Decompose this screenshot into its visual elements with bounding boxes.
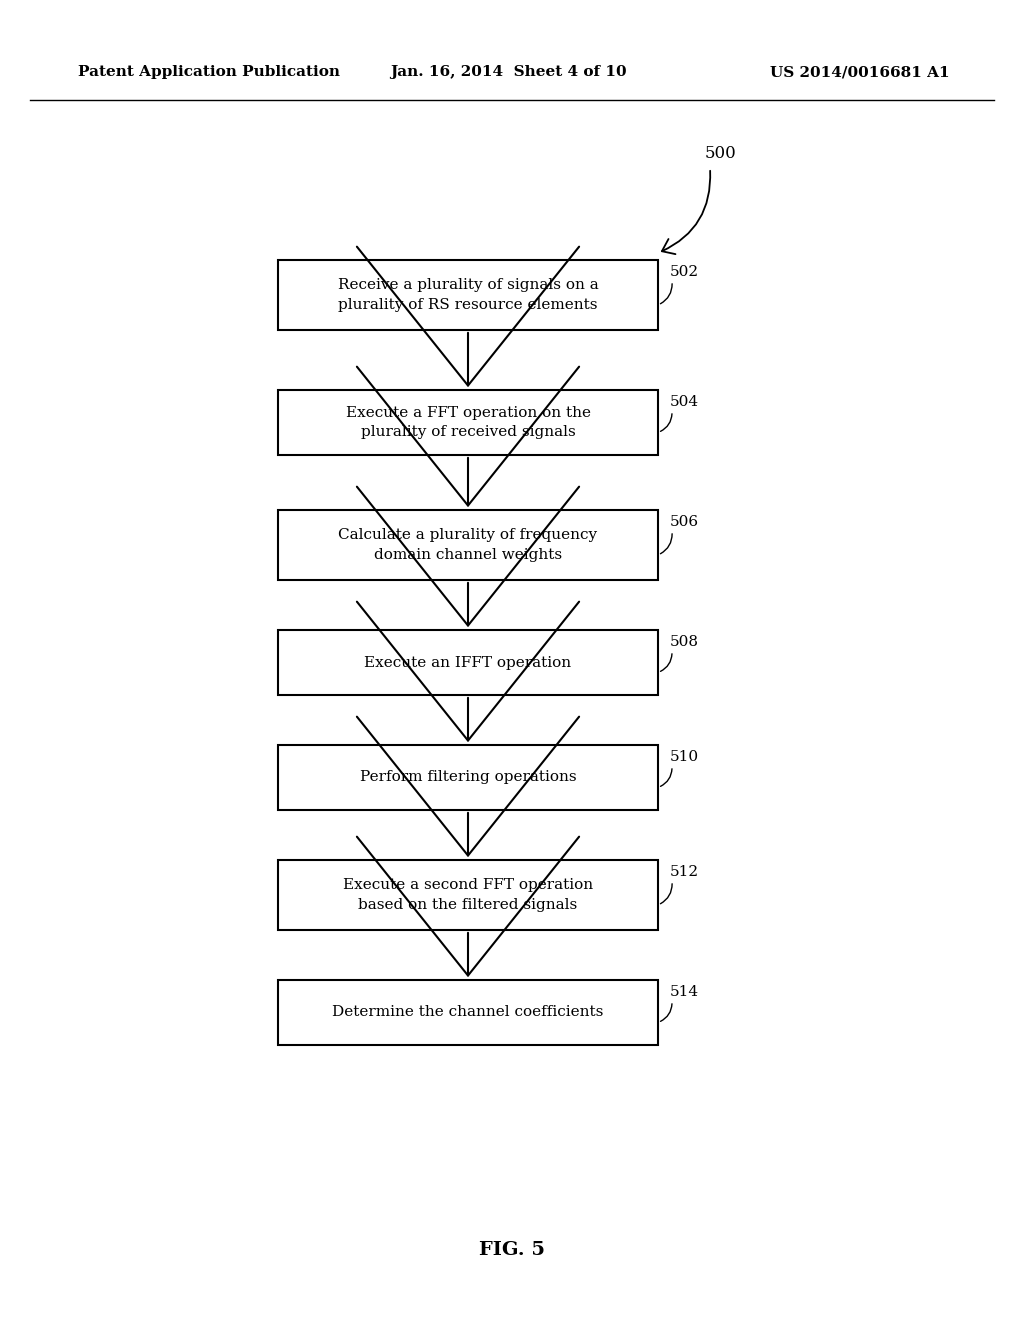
Bar bbox=[278, 744, 658, 810]
Text: Perform filtering operations: Perform filtering operations bbox=[359, 771, 577, 784]
Bar bbox=[278, 630, 658, 696]
FancyArrowPatch shape bbox=[660, 884, 672, 904]
Text: Receive a plurality of signals on a
plurality of RS resource elements: Receive a plurality of signals on a plur… bbox=[338, 279, 598, 312]
Bar bbox=[278, 979, 658, 1045]
Bar bbox=[278, 861, 658, 931]
Text: FIG. 5: FIG. 5 bbox=[479, 1241, 545, 1259]
Text: 504: 504 bbox=[670, 395, 699, 409]
Text: 502: 502 bbox=[670, 265, 699, 279]
Text: Execute a second FFT operation
based on the filtered signals: Execute a second FFT operation based on … bbox=[343, 878, 593, 912]
Text: 506: 506 bbox=[670, 515, 699, 529]
Text: Jan. 16, 2014  Sheet 4 of 10: Jan. 16, 2014 Sheet 4 of 10 bbox=[390, 65, 627, 79]
FancyArrowPatch shape bbox=[660, 284, 672, 304]
Bar bbox=[278, 389, 658, 455]
FancyArrowPatch shape bbox=[660, 653, 672, 672]
FancyArrowPatch shape bbox=[662, 170, 711, 255]
Text: Execute a FFT operation on the
plurality of received signals: Execute a FFT operation on the plurality… bbox=[345, 405, 591, 440]
Bar bbox=[278, 260, 658, 330]
Text: 514: 514 bbox=[670, 985, 699, 999]
FancyArrowPatch shape bbox=[660, 533, 672, 553]
Text: 500: 500 bbox=[705, 144, 736, 161]
Text: Patent Application Publication: Patent Application Publication bbox=[78, 65, 340, 79]
Text: 510: 510 bbox=[670, 750, 699, 764]
FancyArrowPatch shape bbox=[660, 1003, 672, 1022]
Text: 512: 512 bbox=[670, 865, 699, 879]
Text: US 2014/0016681 A1: US 2014/0016681 A1 bbox=[770, 65, 950, 79]
FancyArrowPatch shape bbox=[660, 413, 672, 432]
FancyArrowPatch shape bbox=[660, 768, 672, 787]
Bar bbox=[278, 510, 658, 579]
Text: Calculate a plurality of frequency
domain channel weights: Calculate a plurality of frequency domai… bbox=[339, 528, 598, 562]
Text: 508: 508 bbox=[670, 635, 699, 649]
Text: Execute an IFFT operation: Execute an IFFT operation bbox=[365, 656, 571, 669]
Text: Determine the channel coefficients: Determine the channel coefficients bbox=[333, 1006, 604, 1019]
